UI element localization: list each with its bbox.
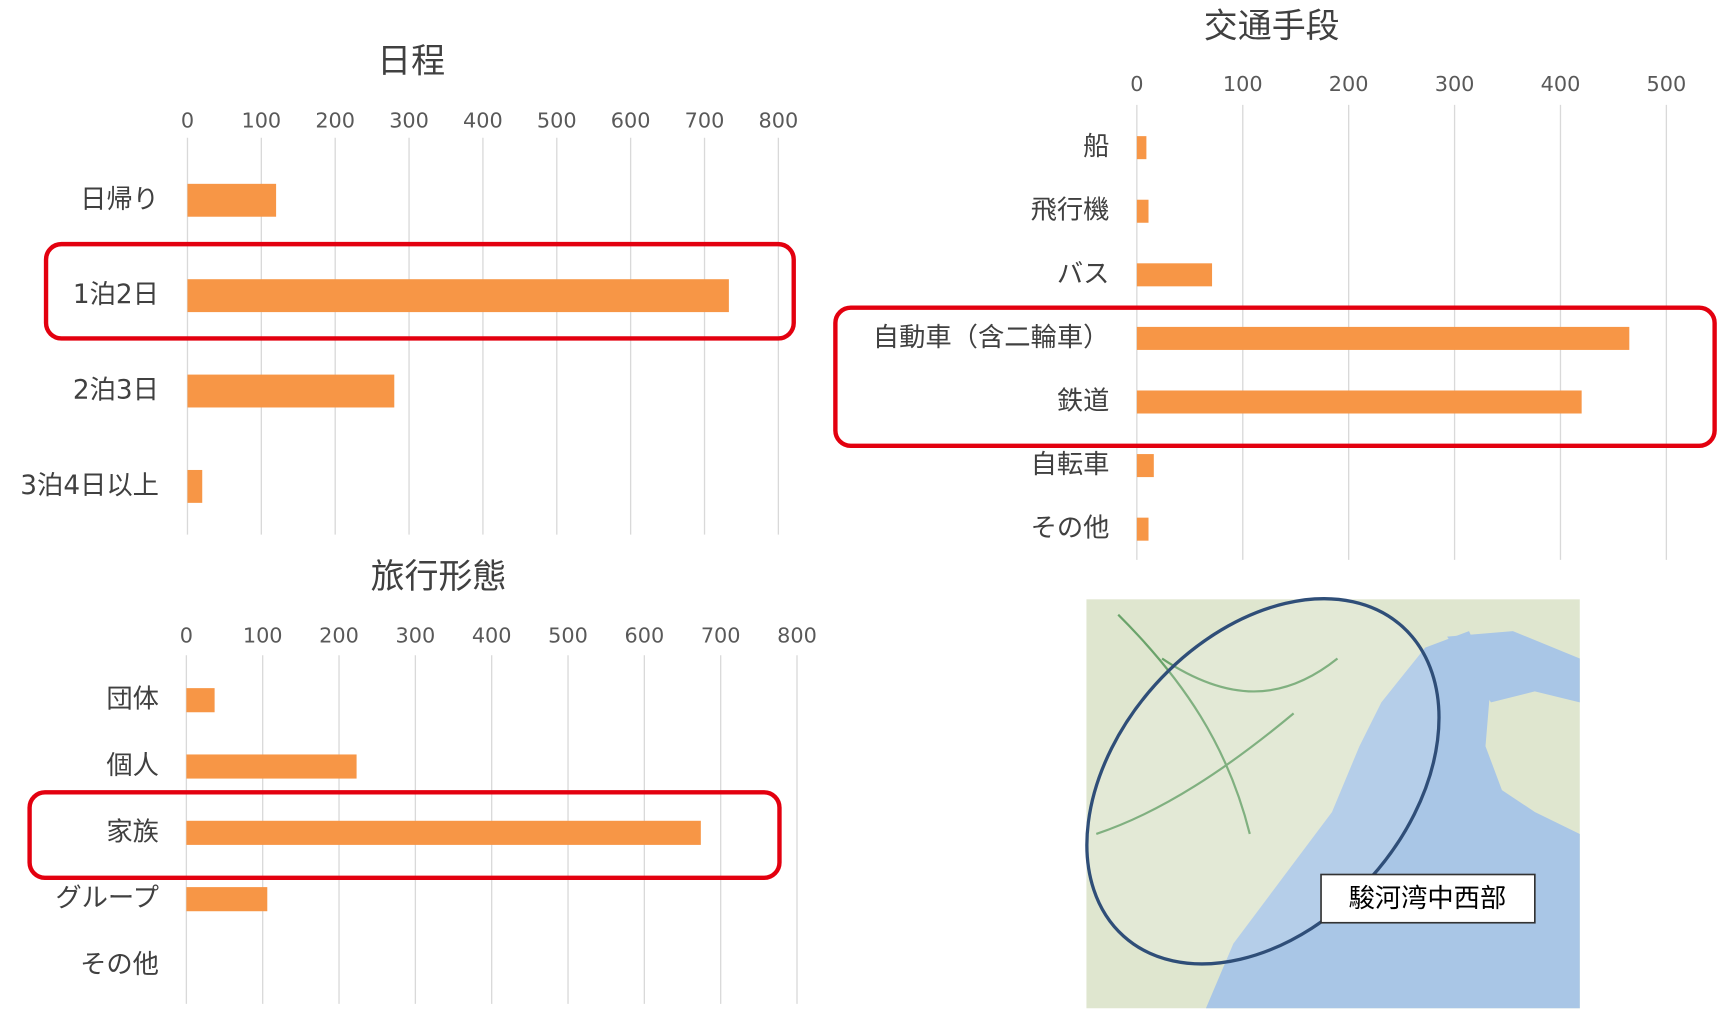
bar	[1137, 136, 1147, 159]
x-tick-label: 0	[180, 624, 193, 648]
x-tick-label: 300	[1435, 72, 1475, 96]
bar	[186, 754, 356, 778]
x-tick-label: 500	[537, 108, 577, 132]
category-label: その他	[80, 950, 159, 980]
bar	[1137, 263, 1212, 286]
bar	[187, 279, 728, 312]
category-label: バス	[1057, 259, 1110, 289]
category-label: 3泊4日以上	[20, 471, 159, 501]
x-tick-label: 400	[1541, 72, 1581, 96]
x-tick-label: 700	[685, 108, 725, 132]
x-tick-label: 100	[243, 624, 283, 648]
x-tick-label: 300	[389, 108, 429, 132]
category-label: グループ	[55, 884, 159, 914]
chart-title: 旅行形態	[371, 557, 507, 597]
category-label: その他	[1031, 514, 1110, 544]
x-tick-label: 100	[1223, 72, 1263, 96]
bar	[1137, 327, 1629, 350]
x-tick-label: 200	[319, 624, 359, 648]
x-tick-label: 500	[1647, 72, 1687, 96]
x-tick-label: 300	[395, 624, 435, 648]
x-tick-label: 200	[1329, 72, 1369, 96]
chart-title: 日程	[377, 42, 445, 82]
x-tick-label: 0	[181, 108, 194, 132]
map-label: 駿河湾中西部	[1348, 884, 1506, 914]
bar	[187, 375, 394, 408]
map: 駿河湾中西部	[1016, 530, 1580, 1009]
category-label: 家族	[106, 817, 159, 847]
bar	[186, 887, 267, 911]
category-label: 1泊2日	[73, 280, 159, 310]
x-tick-label: 500	[548, 624, 588, 648]
x-tick-label: 400	[472, 624, 512, 648]
category-label: 個人	[106, 751, 159, 781]
x-tick-label: 0	[1130, 72, 1143, 96]
category-label: 船	[1083, 132, 1109, 162]
category-label: 2泊3日	[73, 376, 159, 406]
bar	[1137, 390, 1582, 413]
bar	[1137, 518, 1149, 541]
x-tick-label: 800	[777, 624, 817, 648]
bar	[186, 688, 214, 712]
x-tick-label: 600	[624, 624, 664, 648]
category-label: 自転車	[1031, 450, 1110, 480]
page: 駿河湾中西部 日程 0 100 200 300 400 500 600 700 800 日帰り 1泊2…	[0, 0, 1719, 1009]
x-tick-label: 700	[701, 624, 741, 648]
category-label: 日帰り	[80, 185, 159, 215]
x-tick-label: 200	[315, 108, 355, 132]
bar	[187, 470, 202, 503]
x-tick-label: 400	[463, 108, 503, 132]
bar	[186, 821, 700, 845]
x-tick-label: 600	[611, 108, 651, 132]
category-label: 団体	[106, 685, 159, 715]
category-label: 鉄道	[1057, 386, 1110, 416]
bar	[187, 184, 276, 217]
bar	[1137, 200, 1149, 223]
chart-title: 交通手段	[1204, 7, 1340, 47]
x-tick-label: 800	[759, 108, 799, 132]
bar	[1137, 454, 1154, 477]
x-tick-label: 100	[241, 108, 281, 132]
category-label: 飛行機	[1031, 196, 1110, 226]
category-label: 自動車（含二輪車）	[873, 323, 1110, 353]
